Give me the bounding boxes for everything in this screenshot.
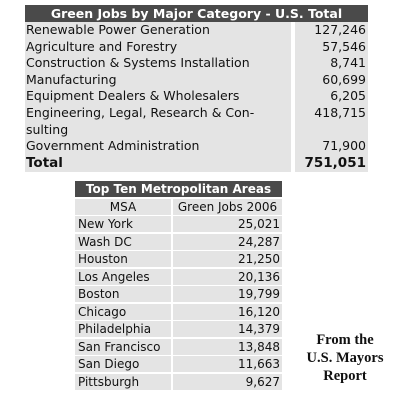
total-label: Total <box>25 154 291 172</box>
jobs-value: 16,120 <box>173 303 282 320</box>
msa-label: Houston <box>75 251 171 267</box>
table-row: Los Angeles 20,136 <box>75 268 282 285</box>
msa-label: San Francisco <box>75 338 171 355</box>
jobs-value: 21,250 <box>173 251 282 267</box>
category-table: Green Jobs by Major Category - U.S. Tota… <box>25 5 368 172</box>
table-row: Chicago 16,120 <box>75 303 282 320</box>
jobs-value: 14,379 <box>173 321 282 337</box>
category-label: Renewable Power Generation <box>25 22 291 39</box>
jobs-value: 8,741 <box>295 55 368 72</box>
table-row: Manufacturing 60,699 <box>25 71 368 89</box>
msa-label: Boston <box>75 286 171 302</box>
jobs-value: 20,136 <box>173 268 282 285</box>
table-row: San Diego 11,663 <box>75 356 282 372</box>
category-label: Manufacturing <box>25 71 291 89</box>
jobs-value: 57,546 <box>295 38 368 56</box>
total-value: 751,051 <box>295 154 368 172</box>
column-header: MSA <box>75 198 171 215</box>
table-row: Construction & Systems Installation 8,741 <box>25 55 368 72</box>
metro-table: Top Ten Metropolitan Areas MSA Green Jobs… <box>75 181 282 390</box>
column-header: Green Jobs 2006 <box>173 198 282 215</box>
table-row: New York 25,021 <box>75 216 282 232</box>
jobs-value: 13,848 <box>173 338 282 355</box>
msa-label: Philadelphia <box>75 321 171 337</box>
msa-label: San Diego <box>75 356 171 372</box>
header-row: MSA Green Jobs 2006 <box>75 198 282 215</box>
source-note: From the U.S. Mayors Report <box>292 331 398 385</box>
jobs-value: 127,246 <box>295 22 368 39</box>
category-label: Equipment Dealers & Wholesalers <box>25 88 291 105</box>
msa-label: Chicago <box>75 303 171 320</box>
table-row: Philadelphia 14,379 <box>75 321 282 337</box>
table-row: Engineering, Legal, Research & Con- sult… <box>25 104 368 139</box>
jobs-value: 418,715 <box>295 104 368 139</box>
jobs-value: 71,900 <box>295 138 368 155</box>
table-row: Agriculture and Forestry 57,546 <box>25 38 368 56</box>
msa-label: Wash DC <box>75 233 171 250</box>
table-row: San Francisco 13,848 <box>75 338 282 355</box>
table-title: Top Ten Metropolitan Areas <box>75 181 282 197</box>
note-line: From the <box>316 332 374 348</box>
table-row: Government Administration 71,900 <box>25 138 368 155</box>
jobs-value: 19,799 <box>173 286 282 302</box>
jobs-value: 60,699 <box>295 71 368 89</box>
table-row: Boston 19,799 <box>75 286 282 302</box>
table-row: Renewable Power Generation 127,246 <box>25 22 368 39</box>
jobs-value: 11,663 <box>173 356 282 372</box>
msa-label: New York <box>75 216 171 232</box>
table-row: Houston 21,250 <box>75 251 282 267</box>
category-label: Government Administration <box>25 138 291 155</box>
msa-label: Pittsburgh <box>75 373 171 390</box>
category-label: Engineering, Legal, Research & Con- sult… <box>25 104 291 139</box>
category-label: Agriculture and Forestry <box>25 38 291 56</box>
note-line: U.S. Mayors <box>306 350 384 366</box>
table-row: Pittsburgh 9,627 <box>75 373 282 390</box>
category-label: Construction & Systems Installation <box>25 55 291 72</box>
jobs-value: 9,627 <box>173 373 282 390</box>
jobs-value: 6,205 <box>295 88 368 105</box>
table-row: Wash DC 24,287 <box>75 233 282 250</box>
jobs-value: 24,287 <box>173 233 282 250</box>
msa-label: Los Angeles <box>75 268 171 285</box>
table-row: Equipment Dealers & Wholesalers 6,205 <box>25 88 368 105</box>
table-title: Green Jobs by Major Category - U.S. Tota… <box>25 5 368 22</box>
jobs-value: 25,021 <box>173 216 282 232</box>
total-row: Total 751,051 <box>25 154 368 172</box>
note-line: Report <box>323 368 367 384</box>
